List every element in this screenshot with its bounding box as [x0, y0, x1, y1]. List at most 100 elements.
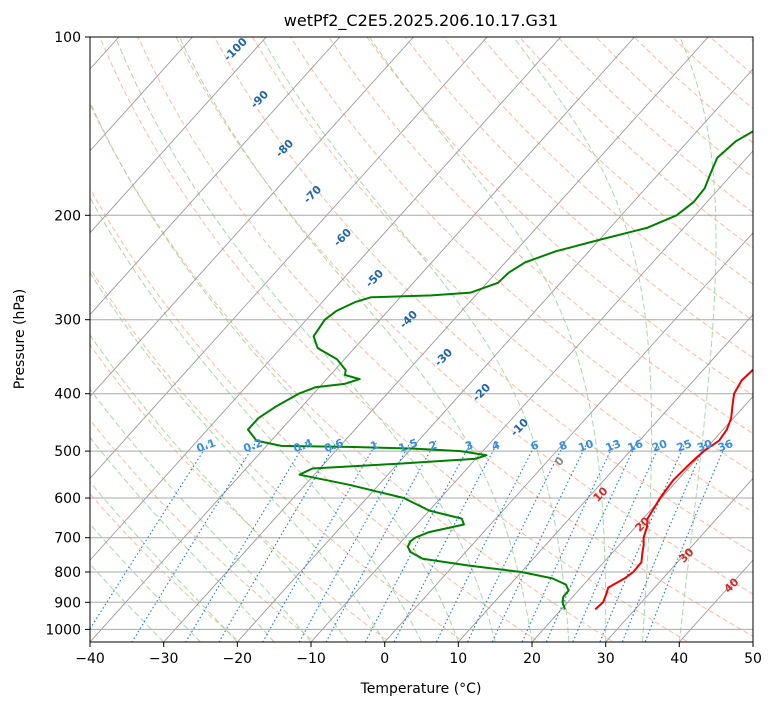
isotherm-line — [384, 232, 753, 642]
dry-adiabat-line — [213, 37, 753, 554]
isotherm-line — [90, 37, 414, 398]
y-tick-label: 200 — [54, 208, 81, 224]
temperature-profile-line — [594, 368, 753, 611]
dry-adiabat-line — [90, 187, 540, 642]
moist-adiabat-line — [90, 563, 165, 642]
isotherm-line — [236, 68, 753, 642]
x-tick-label: 10 — [449, 651, 467, 667]
plot-frame — [89, 36, 754, 643]
mixing-ratio-label: 16 — [626, 437, 645, 455]
mixing-ratio-label: 2 — [427, 438, 439, 453]
plot-area: -100-90-80-70-60-50-40-30-20-1000.1 0.2 0.… — [90, 37, 753, 642]
mixing-ratio-label: 0.4 — [292, 436, 315, 455]
y-tick-label: 800 — [54, 565, 81, 581]
isotherm-line — [90, 37, 193, 152]
mixing-ratio-label: 30 — [695, 437, 714, 455]
isotherm-line — [90, 37, 562, 561]
x-tick-label: 0 — [380, 651, 389, 667]
y-tick-label: 1000 — [45, 622, 81, 638]
dry-adiabat-line — [251, 37, 753, 513]
x-tick-label: −40 — [75, 651, 105, 667]
isotherm-line — [90, 37, 341, 316]
moist-adiabat-line — [512, 37, 653, 642]
mixing-ratio-label: 13 — [604, 437, 623, 454]
isotherm-line — [605, 477, 753, 642]
mixing-ratio-label: 0.2 — [242, 436, 265, 455]
mixing-ratio-line — [466, 440, 567, 642]
moist-adiabats — [90, 37, 717, 642]
mixing-ratio-label: 1 — [369, 438, 381, 453]
isotherms — [90, 37, 753, 642]
moist-adiabat-line — [90, 271, 386, 642]
x-tick-label: 50 — [744, 651, 762, 667]
y-tick-label: 600 — [54, 491, 81, 507]
y-axis-ticks: 100 200 300 400 500 600 700 800 900 1000 — [45, 30, 90, 638]
y-tick-label: 100 — [54, 30, 81, 46]
dry-adiabat-line — [90, 418, 316, 642]
moist-adiabat-line — [369, 37, 607, 642]
moist-adiabat-line — [90, 481, 238, 642]
mixing-ratio-label: 4 — [490, 438, 502, 453]
plot-background — [90, 37, 753, 642]
y-axis-label: Pressure (hPa) — [12, 289, 28, 389]
y-tick-label: 300 — [54, 313, 81, 329]
mixing-ratio-label: 6 — [529, 438, 541, 453]
mixing-ratio-line — [621, 440, 708, 642]
x-tick-label: −10 — [296, 651, 326, 667]
isotherm-line — [90, 37, 267, 234]
moist-adiabat-line — [90, 436, 275, 642]
isotherm-line — [310, 150, 753, 642]
isobars — [90, 37, 753, 630]
mixing-ratio-label: 8 — [557, 438, 569, 453]
x-axis-label: Temperature (°C) — [360, 681, 482, 697]
isotherm-line — [752, 641, 753, 642]
x-tick-label: 30 — [597, 651, 615, 667]
y-tick-label: 700 — [54, 531, 81, 547]
mixing-ratio-line — [185, 440, 308, 642]
mixing-ratio-line — [131, 440, 258, 642]
dry-adiabat-line — [404, 37, 753, 359]
moist-adiabat-line — [90, 100, 459, 642]
moist-adiabat-line — [178, 37, 533, 642]
mixing-ratio-line — [325, 440, 437, 642]
mixing-ratio-label: 20 — [650, 437, 669, 455]
dry-adiabat-line — [99, 37, 690, 642]
mixing-ratio-line — [90, 440, 211, 630]
isotherm-line — [90, 37, 635, 642]
y-tick-label: 500 — [54, 444, 81, 460]
mixing-ratio-line — [644, 440, 728, 642]
chart-title: wetPf2_C2E5.2025.206.10.17.G31 — [284, 11, 558, 31]
dry-adiabat-line — [290, 37, 753, 474]
isotherm-line — [163, 37, 709, 642]
dry-adiabat-line — [90, 344, 391, 642]
x-tick-label: −20 — [223, 651, 253, 667]
mixing-ratio-line — [262, 440, 379, 642]
mixing-ratio-line — [364, 440, 473, 642]
mixing-ratio-label: 1.5 — [397, 436, 420, 455]
y-tick-label: 900 — [54, 595, 81, 611]
mixing-ratio-label: 25 — [675, 437, 694, 454]
mixing-ratio-line — [491, 440, 589, 642]
mixing-ratio-label: 10 — [576, 437, 595, 455]
x-tick-label: −30 — [149, 651, 179, 667]
x-axis-ticks: −40 −30 −20 −10 0 10 20 30 40 50 — [75, 642, 762, 667]
x-tick-label: 20 — [523, 651, 541, 667]
isotherm-line — [90, 37, 488, 480]
data-series — [247, 130, 753, 611]
isotherm-line — [457, 313, 753, 642]
moist-adiabat-line — [90, 196, 422, 642]
mixing-ratio-line — [218, 440, 338, 642]
mixing-ratio-label: 3 — [463, 438, 475, 453]
dry-adiabat-line — [175, 37, 753, 595]
moist-adiabat-line — [114, 37, 496, 642]
moist-adiabat-line — [261, 37, 570, 642]
dewpoint-profile-line — [247, 130, 753, 610]
mixing-ratio-label: 0.6 — [322, 436, 345, 455]
mixing-ratio-line — [298, 440, 412, 642]
isotherm-line — [531, 395, 753, 642]
moist-adiabat-line — [90, 523, 201, 642]
mixing-ratio-label: 0.1 — [195, 436, 218, 455]
y-tick-label: 400 — [54, 387, 81, 403]
x-tick-label: 40 — [670, 651, 688, 667]
